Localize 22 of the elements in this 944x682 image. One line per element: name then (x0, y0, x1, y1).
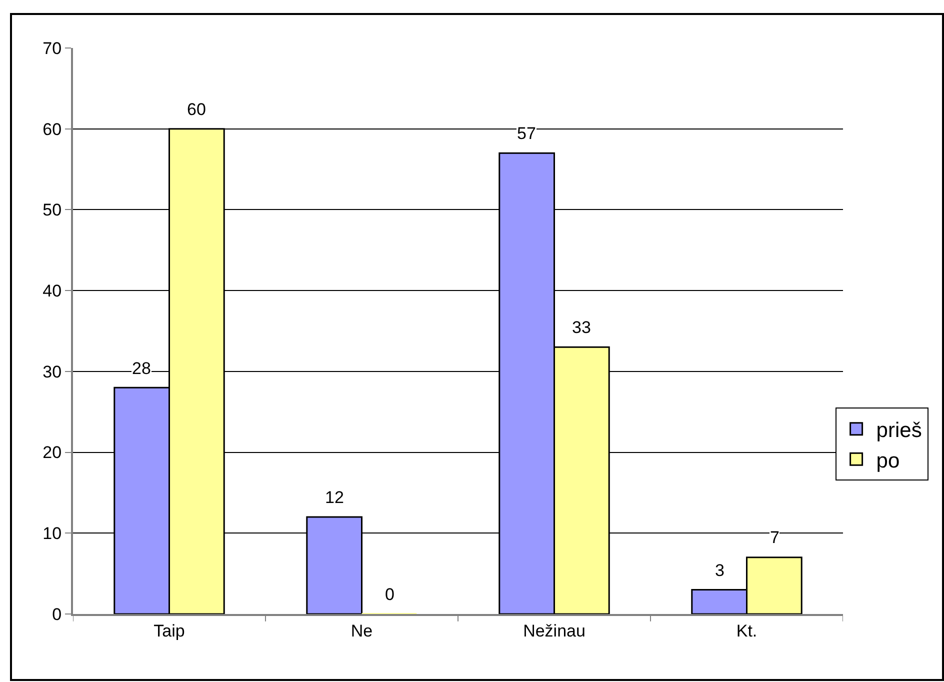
data-label: 7 (770, 528, 780, 547)
x-tick-label: Taip (154, 621, 185, 640)
y-tick-label: 40 (42, 282, 62, 301)
data-label: 3 (715, 561, 724, 580)
legend-label: po (876, 449, 900, 472)
y-tick-label: 20 (42, 443, 62, 462)
data-label: 0 (385, 585, 394, 604)
legend-label: prieš (876, 419, 922, 442)
x-tick-label: Kt. (736, 621, 758, 640)
y-tick-label: 30 (42, 362, 62, 382)
data-label: 33 (572, 318, 591, 337)
data-label: 12 (325, 488, 344, 507)
y-tick-label: 70 (42, 38, 62, 58)
data-label: 60 (187, 100, 206, 119)
data-label: 28 (132, 359, 151, 378)
y-tick-label: 50 (42, 200, 62, 220)
y-tick-label: 60 (42, 120, 62, 139)
data-label: 57 (517, 124, 536, 143)
y-tick-label: 10 (42, 524, 62, 544)
x-tick-label: Nežinau (523, 621, 586, 640)
x-tick-label: Ne (350, 621, 373, 640)
y-tick-label: 0 (52, 604, 62, 624)
